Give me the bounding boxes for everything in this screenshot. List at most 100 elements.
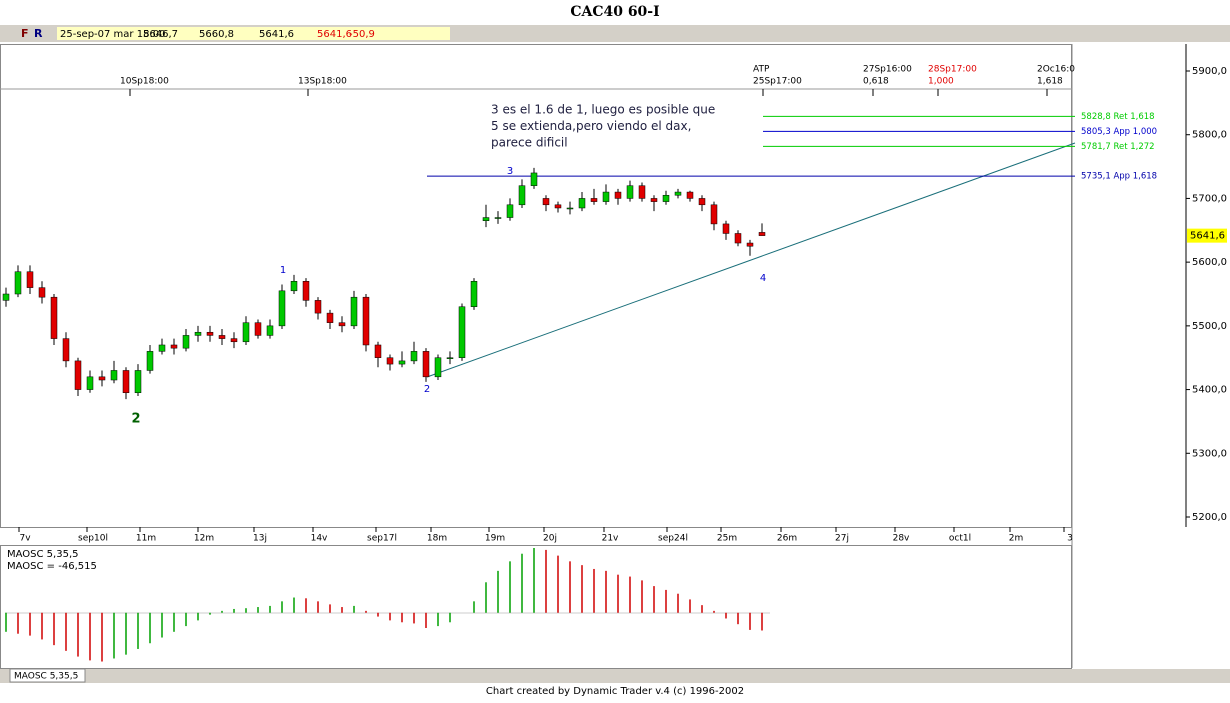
x-tick-label: 2m: [1009, 534, 1024, 544]
y-tick-label: 5800,0: [1192, 130, 1227, 141]
candle-body: [758, 232, 766, 236]
candle-body: [158, 344, 166, 352]
candle-body: [710, 204, 718, 225]
candle-body: [134, 370, 142, 394]
trend-line: [426, 142, 1076, 378]
readout-strip: [57, 27, 450, 40]
readout-field: 5660,8: [199, 29, 234, 40]
candle-body: [194, 331, 202, 336]
candle-body: [62, 338, 70, 362]
x-tick-label: 14v: [311, 534, 328, 544]
y-tick-label: 5600,0: [1192, 257, 1227, 268]
candle-body: [146, 351, 154, 371]
candle-body: [170, 344, 178, 349]
candle-body: [302, 281, 310, 301]
candle-body: [626, 185, 634, 199]
candle-body: [506, 204, 514, 218]
readout-field: 5641,6: [259, 29, 294, 40]
x-tick-label: 12m: [194, 534, 214, 544]
candle-body: [362, 296, 370, 346]
candle-body: [662, 194, 670, 202]
candle-body: [14, 271, 22, 295]
time-marker-label: 2Oc16:0: [1037, 65, 1075, 75]
time-marker-label: 0,618: [863, 77, 889, 87]
candle-body: [734, 233, 742, 244]
candle-body: [326, 312, 334, 323]
readout-field: -50,9: [349, 29, 375, 40]
candle-body: [242, 322, 250, 343]
oscillator-readout: MAOSC = -46,515: [7, 561, 97, 572]
tab[interactable]: [9, 668, 86, 683]
candle-body: [602, 191, 610, 202]
x-tick-label: 19m: [485, 534, 505, 544]
candle-body: [530, 172, 538, 186]
time-marker-label: 1,000: [928, 77, 954, 87]
candle-body: [398, 360, 406, 365]
candle-body: [518, 185, 526, 206]
level-label: 5805,3 App 1,000: [1081, 127, 1157, 137]
x-tick-label: 21v: [602, 534, 619, 544]
time-marker-label: 25Sp17:00: [753, 77, 802, 87]
candle-body: [638, 185, 646, 199]
candle-body: [722, 223, 730, 234]
candle-body: [578, 198, 586, 209]
level-label: 5828,8 Ret 1,618: [1081, 112, 1155, 122]
candle-body: [482, 217, 490, 221]
time-marker-label: 13Sp18:00: [298, 77, 347, 87]
candle-body: [314, 300, 322, 314]
annotation: 3 es el 1.6 de 1, luego es posible que: [491, 103, 715, 117]
candle-body: [698, 198, 706, 206]
x-tick-label: 11m: [136, 534, 156, 544]
y-tick-label: 5200,0: [1192, 512, 1227, 523]
tab-label[interactable]: MAOSC 5,35,5: [14, 672, 78, 682]
time-marker-label: 10Sp18:00: [120, 77, 169, 87]
oscillator-title: MAOSC 5,35,5: [7, 549, 78, 560]
candle-body: [278, 290, 286, 327]
readout-field: 25-sep-07 mar 18:00: [60, 29, 166, 40]
y-tick-label: 5500,0: [1192, 321, 1227, 332]
candle-body: [746, 242, 754, 247]
time-marker-label: 27Sp16:00: [863, 65, 912, 75]
candle-body: [350, 296, 358, 327]
readout-field: 5646,7: [143, 29, 178, 40]
candle-body: [50, 296, 58, 339]
annotation: 5 se extienda,pero viendo el dax,: [491, 119, 691, 133]
candle-body: [386, 357, 394, 365]
last-price-box: [1187, 228, 1227, 243]
candle-body: [74, 360, 82, 390]
x-tick-label: 26m: [777, 534, 797, 544]
time-marker-label: 1,618: [1037, 77, 1063, 87]
oscillator-panel: [0, 545, 1072, 669]
candle-body: [554, 204, 562, 209]
candle-body: [110, 370, 118, 381]
candle-body: [122, 370, 130, 394]
candle-body: [206, 331, 214, 336]
candle-body: [2, 293, 10, 301]
candle-body: [254, 322, 262, 336]
candle-body: [614, 191, 622, 199]
toolbar-button[interactable]: R: [34, 27, 43, 40]
wave-label: 1: [280, 265, 286, 276]
x-tick-label: 27j: [835, 534, 849, 544]
x-tick-label: 3: [1067, 534, 1073, 544]
candle-body: [98, 376, 106, 381]
time-marker-label: 28Sp17:00: [928, 65, 977, 75]
level-label: 5781,7 Ret 1,272: [1081, 142, 1155, 152]
y-tick-label: 5900,0: [1192, 66, 1227, 77]
x-tick-label: 7v: [19, 534, 31, 544]
toolbar-button[interactable]: F: [21, 27, 29, 40]
candle-body: [590, 198, 598, 202]
time-marker-label: ATP: [753, 65, 770, 75]
candle-body: [182, 335, 190, 349]
tab-bar: [0, 669, 1230, 683]
y-tick-label: 5700,0: [1192, 193, 1227, 204]
candle-body: [542, 198, 550, 206]
candle-body: [458, 306, 466, 358]
x-tick-label: 13j: [253, 534, 267, 544]
x-tick-label: sep24l: [658, 534, 688, 544]
x-tick-label: 28v: [893, 534, 910, 544]
chart-title: CAC40 60-I: [570, 4, 659, 20]
level-label: 5735,1 App 1,618: [1081, 172, 1157, 182]
candle-body: [494, 217, 502, 219]
